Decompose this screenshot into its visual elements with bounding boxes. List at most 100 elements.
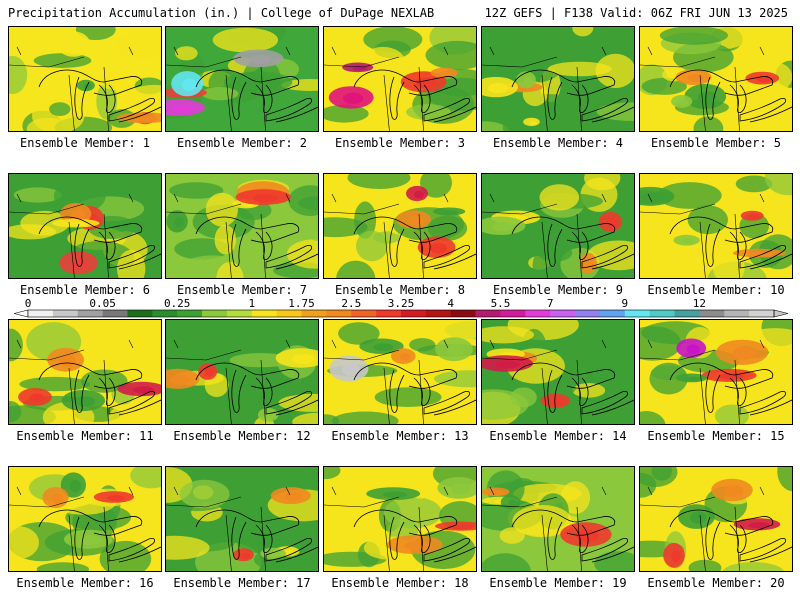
ensemble-member-label: Ensemble Member: 19 xyxy=(489,576,627,590)
colorbar-tick-label: 2.5 xyxy=(341,298,361,310)
ensemble-member-map xyxy=(639,26,793,132)
ensemble-member-map xyxy=(481,26,635,132)
ensemble-member-label: Ensemble Member: 15 xyxy=(647,429,785,443)
ensemble-member-map xyxy=(639,319,793,425)
precip-map-svg xyxy=(324,320,476,424)
colorbar-swatch xyxy=(28,310,54,317)
ensemble-member-label: Ensemble Member: 18 xyxy=(331,576,469,590)
colorbar-tick-label: 1 xyxy=(248,298,255,310)
ensemble-member-map xyxy=(165,466,319,572)
precip-map-svg xyxy=(482,27,634,131)
ensemble-member-label: Ensemble Member: 8 xyxy=(334,283,466,297)
precip-map-svg xyxy=(166,320,318,424)
colorbar-swatch xyxy=(177,310,203,317)
colorbar-swatch xyxy=(500,310,526,317)
ensemble-member-label: Ensemble Member: 17 xyxy=(173,576,311,590)
colorbar-svg: 0 0.05 0.25 1 1.75 2.5 3.25 4 5.5 7 9 12 xyxy=(14,298,789,318)
ensemble-member-label: Ensemble Member: 2 xyxy=(176,136,308,150)
ensemble-member-label: Ensemble Member: 3 xyxy=(334,136,466,150)
ensemble-member-label: Ensemble Member: 12 xyxy=(173,429,311,443)
colorbar-tick-label: 4 xyxy=(447,298,454,310)
precip-map-svg xyxy=(482,320,634,424)
colorbar-tick-label: 12 xyxy=(693,298,706,310)
colorbar-max-arrow xyxy=(773,309,789,318)
precip-map-svg xyxy=(9,27,161,131)
precip-map-svg xyxy=(640,174,792,278)
ensemble-member-label: Ensemble Member: 9 xyxy=(492,283,624,297)
ensemble-member-map xyxy=(639,173,793,279)
ensemble-member-label: Ensemble Member: 4 xyxy=(492,136,624,150)
ensemble-member-map xyxy=(323,26,477,132)
ensemble-member-label: Ensemble Member: 1 xyxy=(19,136,151,150)
ensemble-member-map xyxy=(481,319,635,425)
ensemble-member-map xyxy=(481,173,635,279)
colorbar-tick-label: 0 xyxy=(25,298,32,310)
colorbar-swatch xyxy=(326,310,352,317)
precip-map-svg xyxy=(640,467,792,571)
colorbar-swatch xyxy=(351,310,377,317)
precip-map-svg xyxy=(640,320,792,424)
colorbar-swatch xyxy=(525,310,551,317)
colorbar-swatch xyxy=(550,310,576,317)
colorbar-swatch xyxy=(52,310,79,317)
colorbar-swatch xyxy=(202,310,228,317)
ensemble-member-map xyxy=(481,466,635,572)
colorbar-swatch xyxy=(599,310,626,317)
precip-map-svg xyxy=(640,27,792,131)
colorbar-swatch xyxy=(226,310,253,317)
ensemble-member-map xyxy=(165,26,319,132)
ensemble-member-map xyxy=(8,26,162,132)
colorbar-swatch xyxy=(251,310,277,317)
colorbar-swatch xyxy=(624,310,650,317)
precip-map-svg xyxy=(482,174,634,278)
precip-colorbar: 0 0.05 0.25 1 1.75 2.5 3.25 4 5.5 7 9 12 xyxy=(14,298,790,320)
precip-map-svg xyxy=(166,467,318,571)
colorbar-swatch xyxy=(376,310,402,317)
ensemble-member-label: Ensemble Member: 20 xyxy=(647,576,785,590)
colorbar-tick-label: 5.5 xyxy=(491,298,511,310)
precip-map-svg xyxy=(9,467,161,571)
colorbar-swatch xyxy=(276,310,302,317)
colorbar-swatch xyxy=(401,310,427,317)
colorbar-min-arrow xyxy=(14,309,29,318)
ensemble-member-map xyxy=(8,466,162,572)
precip-map-svg xyxy=(324,27,476,131)
colorbar-swatch xyxy=(724,310,750,317)
colorbar-swatch xyxy=(152,310,178,317)
colorbar-tick-label: 0.05 xyxy=(89,298,116,310)
run-valid-time: 12Z GEFS | F138 Valid: 06Z FRI JUN 13 20… xyxy=(484,6,788,20)
colorbar-swatch xyxy=(575,310,601,317)
ensemble-member-label: Ensemble Member: 5 xyxy=(650,136,782,150)
colorbar-swatch xyxy=(102,310,128,317)
colorbar-swatch xyxy=(127,310,153,317)
ensemble-member-label: Ensemble Member: 6 xyxy=(19,283,151,297)
colorbar-swatch xyxy=(749,310,775,317)
precip-map-svg xyxy=(9,320,161,424)
colorbar-outline xyxy=(27,309,775,318)
precip-map-svg xyxy=(324,467,476,571)
ensemble-member-label: Ensemble Member: 13 xyxy=(331,429,469,443)
ensemble-member-label: Ensemble Member: 14 xyxy=(489,429,627,443)
ensemble-member-label: Ensemble Member: 10 xyxy=(647,283,785,297)
colorbar-swatch xyxy=(674,310,700,317)
colorbar-tick-label: 1.75 xyxy=(288,298,315,310)
colorbar-swatch xyxy=(77,310,103,317)
ensemble-member-map xyxy=(8,173,162,279)
ensemble-member-map xyxy=(165,173,319,279)
precip-map-svg xyxy=(166,174,318,278)
precip-map-svg xyxy=(166,27,318,131)
colorbar-swatch xyxy=(699,310,725,317)
ensemble-member-map xyxy=(323,466,477,572)
ensemble-member-label: Ensemble Member: 16 xyxy=(16,576,154,590)
colorbar-swatch xyxy=(450,310,476,317)
colorbar-tick-label: 3.25 xyxy=(388,298,415,310)
map-title: Precipitation Accumulation (in.) | Colle… xyxy=(8,6,435,20)
ensemble-member-map xyxy=(323,173,477,279)
ensemble-member-map xyxy=(323,319,477,425)
precip-map-svg xyxy=(482,467,634,571)
colorbar-swatch xyxy=(649,310,675,317)
colorbar-tick-label: 7 xyxy=(547,298,554,310)
ensemble-member-label: Ensemble Member: 7 xyxy=(176,283,308,297)
colorbar-swatch xyxy=(475,310,501,317)
colorbar-swatch xyxy=(425,310,452,317)
